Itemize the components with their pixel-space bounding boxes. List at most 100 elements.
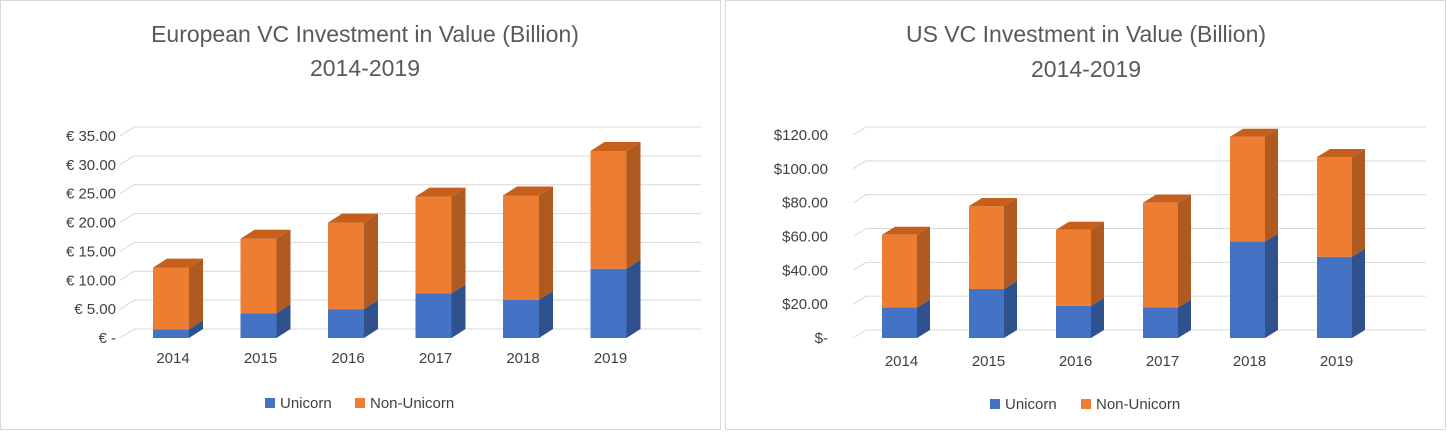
bar-unicorn — [503, 299, 539, 338]
bar-non-unicorn-side — [1352, 148, 1365, 257]
y-tick-label: $120.00 — [774, 127, 828, 144]
bar-non-unicorn-side — [364, 213, 378, 310]
y-tick-label: $100.00 — [774, 161, 828, 178]
bar-unicorn — [328, 309, 364, 338]
bar-unicorn-side — [1091, 297, 1104, 338]
y-tick-label: $80.00 — [782, 195, 828, 212]
legend-label-non-unicorn: Non-Unicorn — [370, 395, 454, 412]
plot-area: $- $20.00 $40.00 $60.00 $80.00 $100.00 $120.00… — [774, 126, 1426, 370]
bar-group-2016 — [1056, 221, 1104, 338]
bar-non-unicorn — [590, 151, 627, 269]
us-chart: US VC Investment in Value (Billion) 2014… — [774, 21, 1426, 413]
bar-unicorn-side — [1265, 233, 1278, 338]
bar-top-cap — [153, 258, 203, 268]
bar-unicorn-side — [451, 284, 466, 338]
chart-subtitle: 2014-2019 — [1031, 56, 1141, 82]
y-tick-label: $20.00 — [782, 296, 828, 313]
bar-unicorn — [1317, 256, 1352, 338]
y-tick-label: € 25.00 — [66, 186, 116, 203]
bar-unicorn — [1143, 307, 1178, 338]
bar-group-2015 — [240, 229, 291, 338]
x-tick-label: 2017 — [419, 350, 452, 367]
x-tick-label: 2019 — [594, 350, 627, 367]
gridline-depth — [119, 299, 135, 310]
bar-non-unicorn-side — [451, 187, 466, 294]
gridline-depth — [119, 328, 135, 339]
bar-non-unicorn — [882, 234, 917, 308]
x-tick-label: 2016 — [1059, 353, 1092, 370]
y-tick-label: € - — [98, 330, 116, 347]
x-tick-label: 2014 — [156, 350, 189, 367]
plot-area: € - € 5.00 € 10.00 € 15.00 € 20.00 € 25.00 € 3… — [66, 126, 701, 367]
europe-chart: European VC Investment in Value (Billion… — [66, 21, 701, 412]
gridline-depth — [119, 242, 135, 252]
bar-non-unicorn-side — [1004, 198, 1017, 289]
bar-non-unicorn-side — [1265, 128, 1278, 242]
gridline-depth — [852, 228, 867, 237]
y-tick-label: € 15.00 — [66, 243, 116, 260]
legend-label-unicorn: Unicorn — [1005, 396, 1057, 413]
x-tick-label: 2015 — [244, 350, 277, 367]
gridline-depth — [852, 261, 867, 271]
bar-unicorn-side — [1004, 280, 1017, 338]
gridline-depth — [119, 213, 135, 223]
legend-label-unicorn: Unicorn — [280, 395, 332, 412]
y-tick-label: $40.00 — [782, 262, 828, 279]
gridline-depth — [852, 126, 867, 136]
legend-swatch-unicorn — [990, 399, 1000, 409]
bar-non-unicorn-side — [917, 226, 930, 308]
bar-unicorn — [153, 329, 189, 338]
bar-group-2018 — [503, 186, 553, 338]
bar-top-cap — [1143, 194, 1191, 203]
bar-group-2019 — [590, 142, 641, 338]
bar-top-cap — [503, 186, 553, 196]
bar-group-2016 — [328, 213, 378, 338]
bar-group-2019 — [1317, 148, 1365, 338]
europe-chart-panel: European VC Investment in Value (Billion… — [0, 0, 721, 430]
bar-top-cap — [1317, 148, 1365, 157]
bar-unicorn-side — [276, 304, 291, 338]
bar-top-cap — [590, 142, 641, 152]
bar-non-unicorn-side — [276, 229, 291, 314]
bar-non-unicorn — [415, 196, 452, 294]
bar-top-cap — [1056, 221, 1104, 230]
y-tick-label: € 5.00 — [74, 301, 116, 318]
x-tick-label: 2015 — [972, 353, 1005, 370]
bar-group-2018 — [1230, 128, 1278, 338]
bar-top-cap — [240, 229, 291, 239]
bar-group-2014 — [882, 226, 930, 338]
bar-non-unicorn-side — [539, 186, 553, 300]
gridline-depth — [852, 194, 867, 204]
x-tick-label: 2019 — [1320, 353, 1353, 370]
bar-top-cap — [1230, 128, 1278, 137]
bar-non-unicorn — [1230, 136, 1265, 242]
bar-non-unicorn — [1143, 202, 1178, 308]
bar-unicorn-side — [1352, 248, 1365, 338]
us-chart-panel: US VC Investment in Value (Billion) 2014… — [725, 0, 1446, 430]
bar-non-unicorn-side — [189, 258, 203, 330]
bar-top-cap — [882, 226, 930, 235]
x-tick-label: 2014 — [885, 353, 918, 370]
legend-label-non-unicorn: Non-Unicorn — [1096, 396, 1180, 413]
bar-unicorn — [882, 307, 917, 338]
bar-unicorn — [969, 288, 1004, 338]
bar-group-2014 — [153, 258, 203, 338]
bar-top-cap — [969, 198, 1017, 207]
y-tick-label: $- — [815, 330, 828, 347]
x-tick-label: 2016 — [331, 350, 364, 367]
gridline-depth — [119, 184, 135, 195]
x-tick-label: 2018 — [506, 350, 539, 367]
bar-unicorn — [590, 268, 627, 338]
bar-unicorn — [415, 293, 452, 338]
bar-unicorn-side — [626, 259, 641, 338]
legend-swatch-unicorn — [265, 398, 275, 408]
y-tick-label: € 30.00 — [66, 157, 116, 174]
gridline-depth — [119, 155, 135, 166]
bar-non-unicorn — [240, 238, 277, 314]
bar-non-unicorn — [969, 206, 1004, 289]
gridline-depth — [852, 329, 867, 339]
y-tick-label: $60.00 — [782, 229, 828, 246]
bar-top-cap — [328, 213, 378, 223]
gridline-depth — [852, 160, 867, 170]
bar-unicorn-side — [189, 320, 203, 338]
